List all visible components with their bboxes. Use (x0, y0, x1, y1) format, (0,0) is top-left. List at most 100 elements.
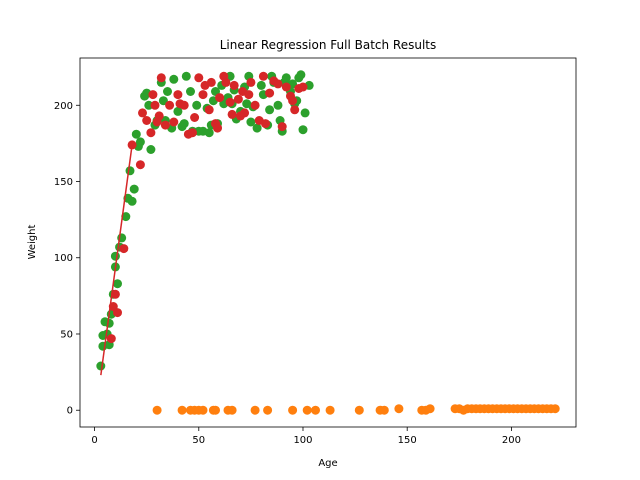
x-axis: 0 50 100 150 200 (91, 427, 521, 446)
data-point (181, 71, 191, 81)
data-point (425, 404, 435, 414)
data-point (121, 212, 131, 222)
data-point (135, 160, 145, 170)
data-point (258, 71, 268, 81)
y-tick-label: 100 (54, 253, 73, 264)
y-tick-label: 0 (67, 406, 73, 417)
data-point (194, 73, 204, 83)
plot-frame (79, 57, 577, 428)
data-points (96, 70, 560, 415)
data-point (221, 77, 231, 87)
data-point (204, 105, 214, 115)
data-point (240, 108, 250, 118)
plot-area (79, 57, 577, 428)
data-point (302, 405, 312, 415)
data-point (211, 405, 220, 415)
data-point (225, 97, 235, 107)
data-point (300, 108, 310, 118)
data-point (256, 80, 266, 90)
data-point (142, 116, 152, 125)
x-tick-label: 100 (293, 435, 312, 446)
data-point (169, 74, 179, 84)
data-point (186, 87, 195, 96)
data-point (188, 128, 197, 138)
data-point (252, 123, 262, 133)
data-point (156, 73, 166, 83)
data-point (311, 405, 320, 415)
data-point (273, 79, 283, 89)
data-point (104, 318, 114, 328)
data-point (152, 405, 162, 415)
data-point (138, 108, 147, 118)
data-point (144, 100, 154, 110)
data-point (179, 119, 189, 129)
data-point (146, 128, 156, 138)
data-point (206, 77, 216, 87)
data-point (281, 73, 291, 83)
data-point (229, 80, 239, 90)
data-point (265, 88, 275, 98)
data-point (273, 100, 283, 110)
y-tick-label: 200 (54, 101, 73, 112)
data-point (325, 405, 335, 415)
data-point (227, 405, 237, 415)
data-point (354, 405, 364, 415)
data-point (173, 90, 183, 100)
data-point (135, 137, 145, 147)
data-point (165, 100, 175, 110)
x-tick-label: 200 (502, 435, 521, 446)
data-point (190, 113, 200, 122)
data-point (227, 109, 237, 119)
y-tick-label: 150 (54, 177, 73, 188)
data-point (296, 70, 306, 80)
data-point (146, 145, 156, 154)
chart-title: Linear Regression Full Batch Results (220, 38, 437, 52)
y-tick-label: 50 (60, 329, 73, 340)
data-point (379, 405, 389, 415)
data-point (160, 120, 170, 130)
data-point (110, 289, 120, 299)
data-point (250, 100, 260, 110)
data-point (113, 308, 122, 318)
data-point (150, 100, 160, 110)
regression-line (100, 144, 133, 376)
data-point (198, 90, 208, 100)
y-axis-label: Weight (27, 225, 38, 260)
x-axis-label: Age (318, 458, 337, 469)
data-point (131, 129, 141, 139)
data-point (281, 82, 291, 92)
data-point (550, 404, 560, 414)
data-point (179, 100, 189, 110)
data-point (233, 94, 243, 104)
data-point (263, 405, 273, 415)
data-point (277, 122, 287, 132)
data-point (298, 82, 308, 92)
data-point (246, 117, 256, 127)
data-point (198, 405, 208, 415)
x-tick-label: 50 (192, 435, 205, 446)
data-point (246, 77, 256, 87)
data-point (113, 279, 122, 289)
data-point (265, 105, 275, 115)
data-point (394, 404, 404, 414)
data-point (158, 96, 168, 106)
data-point (127, 196, 137, 206)
data-point (96, 361, 106, 371)
data-point (215, 93, 225, 103)
data-point (129, 184, 139, 194)
data-point (244, 90, 254, 100)
data-point (213, 123, 222, 133)
data-point (163, 87, 172, 96)
data-point (177, 405, 187, 415)
x-tick-label: 0 (91, 435, 97, 446)
data-point (192, 100, 202, 110)
data-point (288, 96, 298, 106)
data-point (290, 105, 300, 115)
data-point (169, 117, 179, 127)
data-point (154, 111, 164, 121)
data-point (288, 405, 298, 415)
data-point (204, 128, 214, 138)
data-point (119, 244, 129, 254)
data-point (148, 90, 158, 100)
